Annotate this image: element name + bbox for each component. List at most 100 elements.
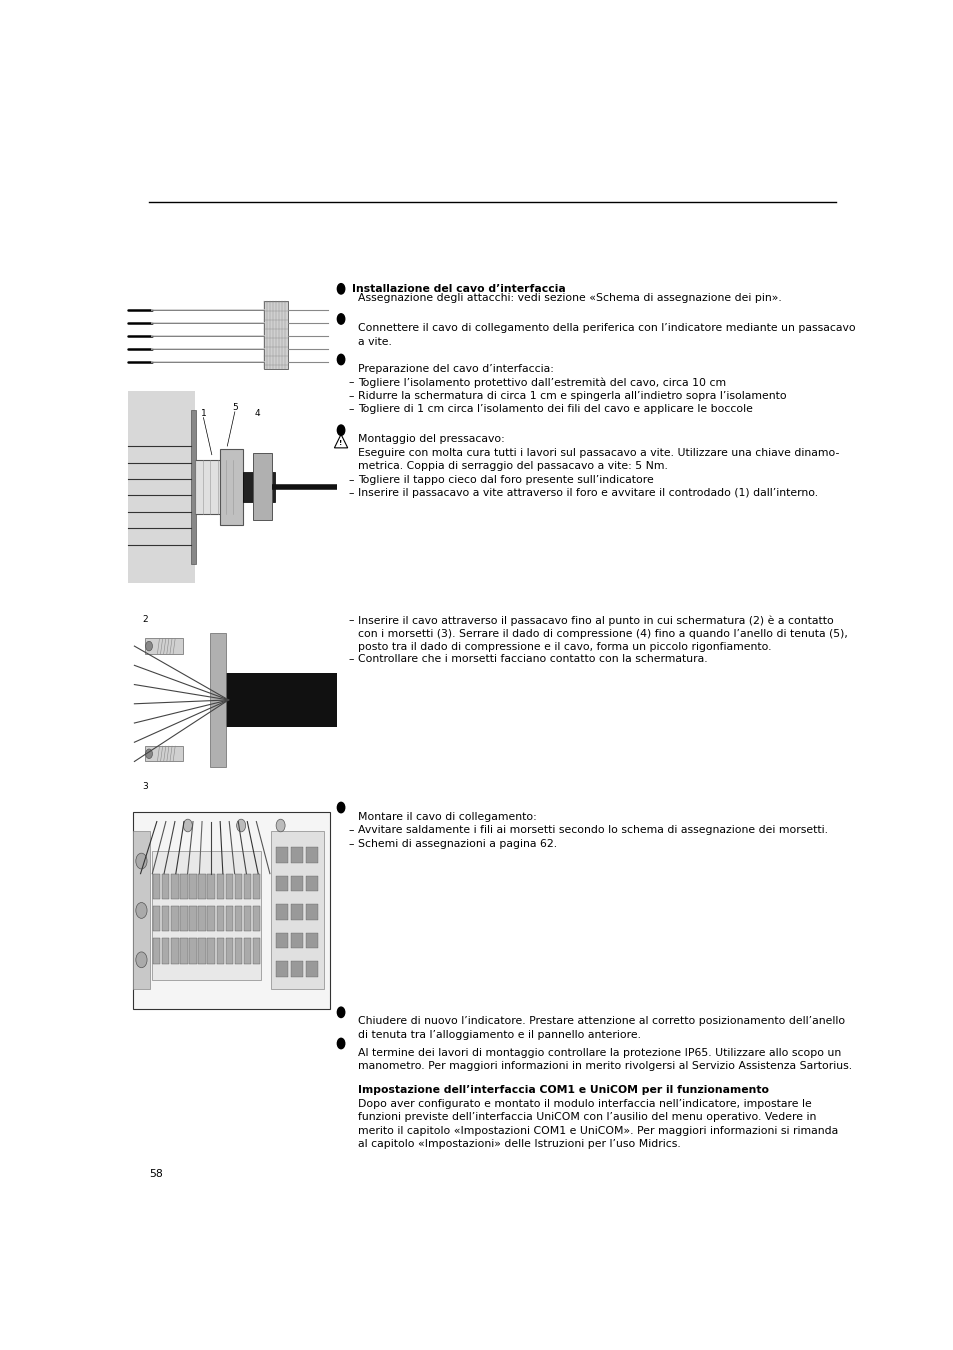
Text: –: – [348, 616, 354, 625]
Bar [275, 876, 288, 891]
Text: 4: 4 [254, 409, 260, 418]
Circle shape [135, 952, 147, 968]
Bar [243, 938, 251, 964]
Bar [306, 933, 317, 948]
Bar [198, 938, 206, 964]
Text: Connettere il cavo di collegamento della periferica con l’indicatore mediante un: Connettere il cavo di collegamento della… [357, 323, 855, 333]
Bar [128, 390, 194, 583]
Text: Eseguire con molta cura tutti i lavori sul passacavo a vite. Utilizzare una chia: Eseguire con molta cura tutti i lavori s… [357, 448, 839, 458]
Text: Impostazione dell’interfaccia COM1 e UniCOM per il funzionamento: Impostazione dell’interfaccia COM1 e Uni… [357, 1085, 768, 1095]
Circle shape [146, 749, 152, 759]
Bar [222, 674, 337, 726]
Bar [234, 873, 242, 899]
Circle shape [337, 1007, 344, 1018]
Text: Montare il cavo di collegamento:: Montare il cavo di collegamento: [357, 811, 537, 822]
Bar [153, 938, 160, 964]
Circle shape [135, 853, 147, 869]
Bar [275, 933, 288, 948]
Text: Schemi di assegnazioni a pagina 62.: Schemi di assegnazioni a pagina 62. [357, 838, 557, 849]
Bar [207, 873, 214, 899]
Bar [291, 933, 302, 948]
Circle shape [337, 354, 344, 364]
Text: Avvitare saldamente i fili ai morsetti secondo lo schema di assegnazione dei mor: Avvitare saldamente i fili ai morsetti s… [357, 825, 827, 836]
Text: 58: 58 [149, 1169, 162, 1179]
Text: Inserire il cavo attraverso il passacavo fino al punto in cui schermatura (2) è : Inserire il cavo attraverso il passacavo… [357, 616, 833, 625]
Circle shape [146, 641, 152, 651]
Text: 5: 5 [232, 404, 237, 413]
Text: Installazione del cavo d’interfaccia: Installazione del cavo d’interfaccia [352, 284, 565, 293]
Bar [220, 450, 243, 525]
Bar [253, 454, 272, 521]
Text: funzioni previste dell’interfaccia UniCOM con l’ausilio del menu operativo. Vede: funzioni previste dell’interfaccia UniCO… [357, 1112, 816, 1122]
Bar [275, 848, 288, 863]
Bar [132, 811, 330, 1010]
Text: Al termine dei lavori di montaggio controllare la protezione IP65. Utilizzare al: Al termine dei lavori di montaggio contr… [357, 1048, 841, 1057]
Text: metrica. Coppia di serraggio del passacavo a vite: 5 Nm.: metrica. Coppia di serraggio del passaca… [357, 462, 667, 471]
Bar [225, 873, 233, 899]
Bar [172, 938, 178, 964]
Bar [234, 906, 242, 931]
Text: –: – [348, 653, 354, 664]
Bar [172, 873, 178, 899]
Bar [275, 904, 288, 919]
Bar [253, 873, 260, 899]
Circle shape [337, 313, 344, 324]
Bar [243, 906, 251, 931]
Text: Montaggio del pressacavo:: Montaggio del pressacavo: [357, 435, 504, 444]
Text: –: – [348, 475, 354, 485]
Bar [291, 876, 302, 891]
Circle shape [337, 1038, 344, 1049]
Text: di tenuta tra l’alloggiamento e il pannello anteriore.: di tenuta tra l’alloggiamento e il panne… [357, 1030, 640, 1040]
Bar [191, 410, 196, 564]
Bar [132, 832, 151, 990]
Bar [198, 906, 206, 931]
Text: Togliere l’isolamento protettivo dall’estremità del cavo, circa 10 cm: Togliere l’isolamento protettivo dall’es… [357, 377, 725, 387]
Text: –: – [348, 377, 354, 387]
Bar [291, 848, 302, 863]
Text: Assegnazione degli attacchi: vedi sezione «Schema di assegnazione dei pin».: Assegnazione degli attacchi: vedi sezion… [357, 293, 781, 302]
Bar [153, 873, 160, 899]
Circle shape [337, 425, 344, 436]
Text: con i morsetti (3). Serrare il dado di compressione (4) fino a quando l’anello d: con i morsetti (3). Serrare il dado di c… [357, 629, 847, 639]
Bar [306, 904, 317, 919]
Text: al capitolo «Impostazioni» delle Istruzioni per l’uso Midrics.: al capitolo «Impostazioni» delle Istruzi… [357, 1139, 680, 1149]
Bar [180, 938, 188, 964]
Text: !: ! [339, 440, 342, 446]
Bar [198, 873, 206, 899]
Bar [172, 906, 178, 931]
Bar [306, 961, 317, 977]
Text: Preparazione del cavo d’interfaccia:: Preparazione del cavo d’interfaccia: [357, 363, 554, 374]
Bar [216, 873, 224, 899]
Text: merito il capitolo «Impostazioni COM1 e UniCOM». Per maggiori informazioni si ri: merito il capitolo «Impostazioni COM1 e … [357, 1126, 838, 1135]
Bar [253, 938, 260, 964]
Bar [152, 852, 260, 980]
Bar [225, 938, 233, 964]
Circle shape [337, 802, 344, 813]
Bar [291, 961, 302, 977]
Bar [180, 906, 188, 931]
Bar [225, 906, 233, 931]
Text: manometro. Per maggiori informazioni in merito rivolgersi al Servizio Assistenza: manometro. Per maggiori informazioni in … [357, 1061, 851, 1071]
Text: Chiudere di nuovo l’indicatore. Prestare attenzione al corretto posizionamento d: Chiudere di nuovo l’indicatore. Prestare… [357, 1017, 844, 1026]
Text: Ridurre la schermatura di circa 1 cm e spingerla all’indietro sopra l’isolamento: Ridurre la schermatura di circa 1 cm e s… [357, 390, 786, 401]
Bar [190, 938, 196, 964]
Bar [153, 906, 160, 931]
Circle shape [337, 284, 344, 294]
Bar [145, 639, 182, 653]
Circle shape [275, 819, 285, 832]
Bar [190, 873, 196, 899]
Bar [216, 906, 224, 931]
Text: Dopo aver configurato e montato il modulo interfaccia nell’indicatore, impostare: Dopo aver configurato e montato il modul… [357, 1099, 811, 1108]
Bar [162, 938, 170, 964]
Text: Controllare che i morsetti facciano contatto con la schermatura.: Controllare che i morsetti facciano cont… [357, 653, 707, 664]
Text: –: – [348, 390, 354, 401]
Circle shape [135, 903, 147, 918]
Bar [291, 904, 302, 919]
Circle shape [183, 819, 193, 832]
Bar [306, 876, 317, 891]
Circle shape [236, 819, 245, 832]
Text: –: – [348, 825, 354, 836]
Bar [216, 938, 224, 964]
Bar [253, 906, 260, 931]
Text: Togliere di 1 cm circa l’isolamento dei fili del cavo e applicare le boccole: Togliere di 1 cm circa l’isolamento dei … [357, 404, 752, 414]
